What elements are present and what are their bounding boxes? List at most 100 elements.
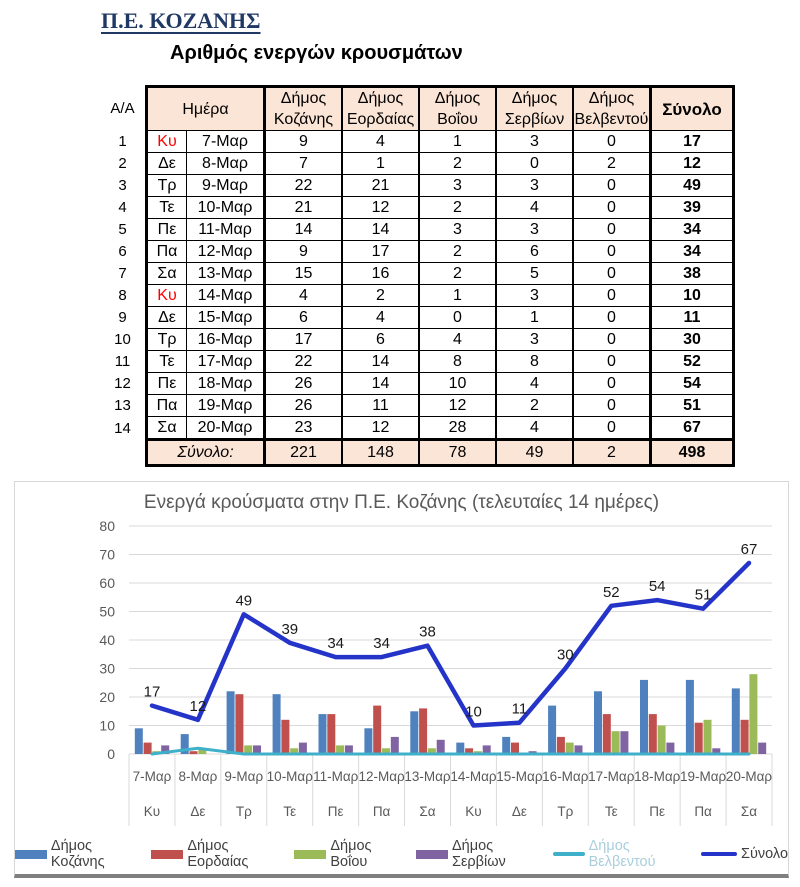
row-index: [100, 439, 147, 466]
value-cell: 2: [572, 152, 651, 175]
table-row: 14 Σα 20-Μαρ 23 12 28 4 0 67: [100, 416, 735, 440]
date-cell: 8-Μαρ: [186, 152, 265, 175]
table-row: 7 Σα 13-Μαρ 15 16 2 5 0 38: [100, 262, 735, 285]
value-cell: 4: [341, 130, 420, 153]
value-cell: 6: [263, 306, 343, 329]
x-axis-day-label: Τε: [283, 804, 296, 819]
legend-item: Δήμος Εορδαίας: [151, 838, 281, 870]
column-total-cell: 221: [263, 438, 343, 467]
row-index: 2: [100, 152, 147, 175]
data-label: 54: [649, 578, 666, 595]
data-label: 39: [281, 621, 298, 638]
y-axis-tick-label: 10: [99, 718, 115, 734]
row-index: 13: [100, 394, 147, 417]
bar-3: [703, 719, 712, 754]
municipality-column-header: Δήμος Βελβεντού: [572, 85, 651, 131]
bar-4: [390, 736, 399, 754]
row-index: 10: [100, 328, 147, 351]
bar-1: [731, 688, 740, 754]
table-row: 11 Τε 17-Μαρ 22 14 8 8 0 52: [100, 350, 735, 373]
municipality-column-header: Δήμος Κοζάνης: [263, 85, 343, 131]
day-cell: Κυ: [145, 130, 187, 153]
legend-line-icon: [552, 852, 585, 856]
value-cell: 1: [341, 152, 420, 175]
value-cell: 2: [418, 152, 497, 175]
value-cell: 22: [263, 174, 343, 197]
column-total-cell: 49: [495, 438, 574, 467]
bar-3: [336, 745, 345, 754]
value-cell: 22: [263, 350, 343, 373]
day-cell: Πα: [145, 394, 187, 417]
data-label: 11: [512, 701, 528, 718]
date-cell: 15-Μαρ: [186, 306, 265, 329]
value-cell: 0: [572, 328, 651, 351]
cases-chart: 0 10 20 30 40 50 60 70 80 17 12 49 39 34 34 38 10 11 30 52 5…: [99, 518, 773, 826]
value-cell: 9: [263, 130, 343, 153]
day-cell: Τε: [145, 196, 187, 219]
bar-2: [648, 714, 657, 754]
value-cell: 17: [263, 328, 343, 351]
bar-4: [253, 745, 261, 754]
table-row: 8 Κυ 14-Μαρ 4 2 1 3 0 10: [100, 284, 735, 307]
municipality-column-header: Δήμος Βοΐου: [418, 85, 497, 131]
value-cell: 10: [418, 372, 497, 395]
value-cell: 3: [418, 218, 497, 241]
data-label: 67: [741, 541, 758, 558]
date-cell: 12-Μαρ: [186, 240, 265, 263]
bar-1: [685, 679, 694, 754]
row-total-cell: 39: [649, 196, 735, 219]
x-axis-date-label: 10-Μαρ: [267, 769, 314, 784]
x-axis-date-label: 11-Μαρ: [313, 769, 359, 784]
x-axis-date-label: 19-Μαρ: [680, 769, 727, 784]
bar-1: [456, 742, 465, 754]
value-cell: 3: [495, 218, 574, 241]
row-total-cell: 17: [649, 130, 735, 153]
total-column-header: Σύνολο: [649, 85, 735, 131]
y-axis-tick-label: 0: [107, 746, 115, 762]
value-cell: 15: [263, 262, 343, 285]
x-axis-day-label: Δε: [512, 804, 527, 819]
value-cell: 14: [341, 350, 420, 373]
day-cell: Πε: [145, 218, 187, 241]
bar-1: [640, 679, 648, 754]
y-axis-tick-label: 50: [99, 604, 115, 620]
value-cell: 0: [572, 218, 651, 241]
legend-label: Δήμος Εορδαίας: [187, 838, 249, 870]
bar-4: [161, 745, 170, 754]
row-index: 1: [100, 130, 147, 153]
value-cell: 4: [418, 328, 497, 351]
data-label: 51: [695, 587, 712, 604]
bar-2: [327, 714, 336, 754]
x-axis-date-label: 12-Μαρ: [358, 769, 405, 784]
legend-swatch-icon: [151, 849, 184, 859]
x-axis-date-label: 9-Μαρ: [224, 769, 263, 784]
data-label: 34: [373, 635, 390, 652]
row-total-cell: 11: [649, 306, 735, 329]
table-row: 6 Πα 12-Μαρ 9 17 2 6 0 34: [100, 240, 735, 263]
value-cell: 0: [572, 130, 651, 153]
y-axis-tick-label: 60: [99, 575, 115, 591]
data-label: 10: [465, 704, 482, 721]
date-cell: 14-Μαρ: [186, 284, 265, 307]
value-cell: 3: [495, 284, 574, 307]
day-cell: Τε: [145, 350, 187, 373]
value-cell: 7: [263, 152, 343, 175]
x-axis-day-label: Κυ: [144, 804, 160, 819]
bar-2: [556, 736, 565, 754]
date-cell: 10-Μαρ: [186, 196, 265, 219]
legend-item: Δήμος Βελβεντού: [552, 838, 688, 870]
date-cell: 18-Μαρ: [186, 372, 265, 395]
bar-2: [694, 722, 703, 755]
cases-table-wrap: Α/Α Ημέρα Δήμος Κοζάνης Δήμος Εορδαίας Δήμος Βο…: [100, 85, 800, 467]
y-axis-tick-label: 80: [99, 518, 115, 534]
date-cell: 11-Μαρ: [186, 218, 265, 241]
line-series: [150, 746, 751, 756]
x-axis-day-label: Τρ: [557, 804, 573, 819]
bar-2: [419, 708, 428, 754]
legend-swatch-icon: [15, 849, 47, 859]
table-row: 13 Πα 19-Μαρ 26 11 12 2 0 51: [100, 394, 735, 417]
value-cell: 21: [341, 174, 420, 197]
value-cell: 0: [572, 174, 651, 197]
legend-item: Δήμος Βοΐου: [294, 838, 403, 870]
bar-2: [189, 751, 198, 755]
